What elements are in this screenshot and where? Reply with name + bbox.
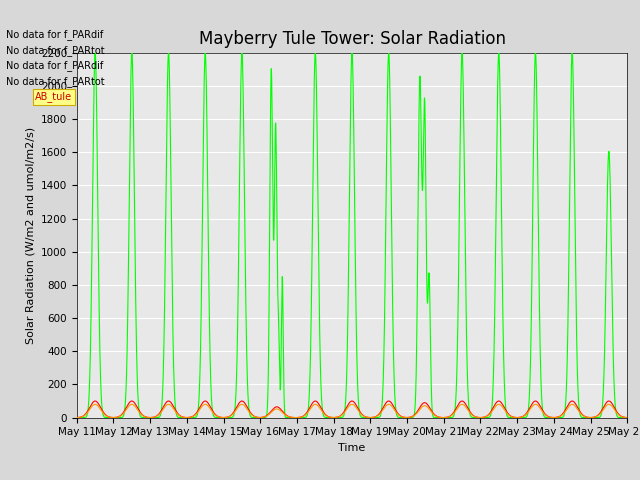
Text: No data for f_PARdif: No data for f_PARdif [6, 29, 104, 40]
Text: No data for f_PARtot: No data for f_PARtot [6, 76, 105, 87]
Text: No data for f_PARtot: No data for f_PARtot [6, 45, 105, 56]
Y-axis label: Solar Radiation (W/m2 and umol/m2/s): Solar Radiation (W/m2 and umol/m2/s) [25, 127, 35, 344]
Title: Mayberry Tule Tower: Solar Radiation: Mayberry Tule Tower: Solar Radiation [198, 30, 506, 48]
Text: AB_tule: AB_tule [35, 91, 72, 102]
X-axis label: Time: Time [339, 443, 365, 453]
Text: No data for f_PARdif: No data for f_PARdif [6, 60, 104, 72]
